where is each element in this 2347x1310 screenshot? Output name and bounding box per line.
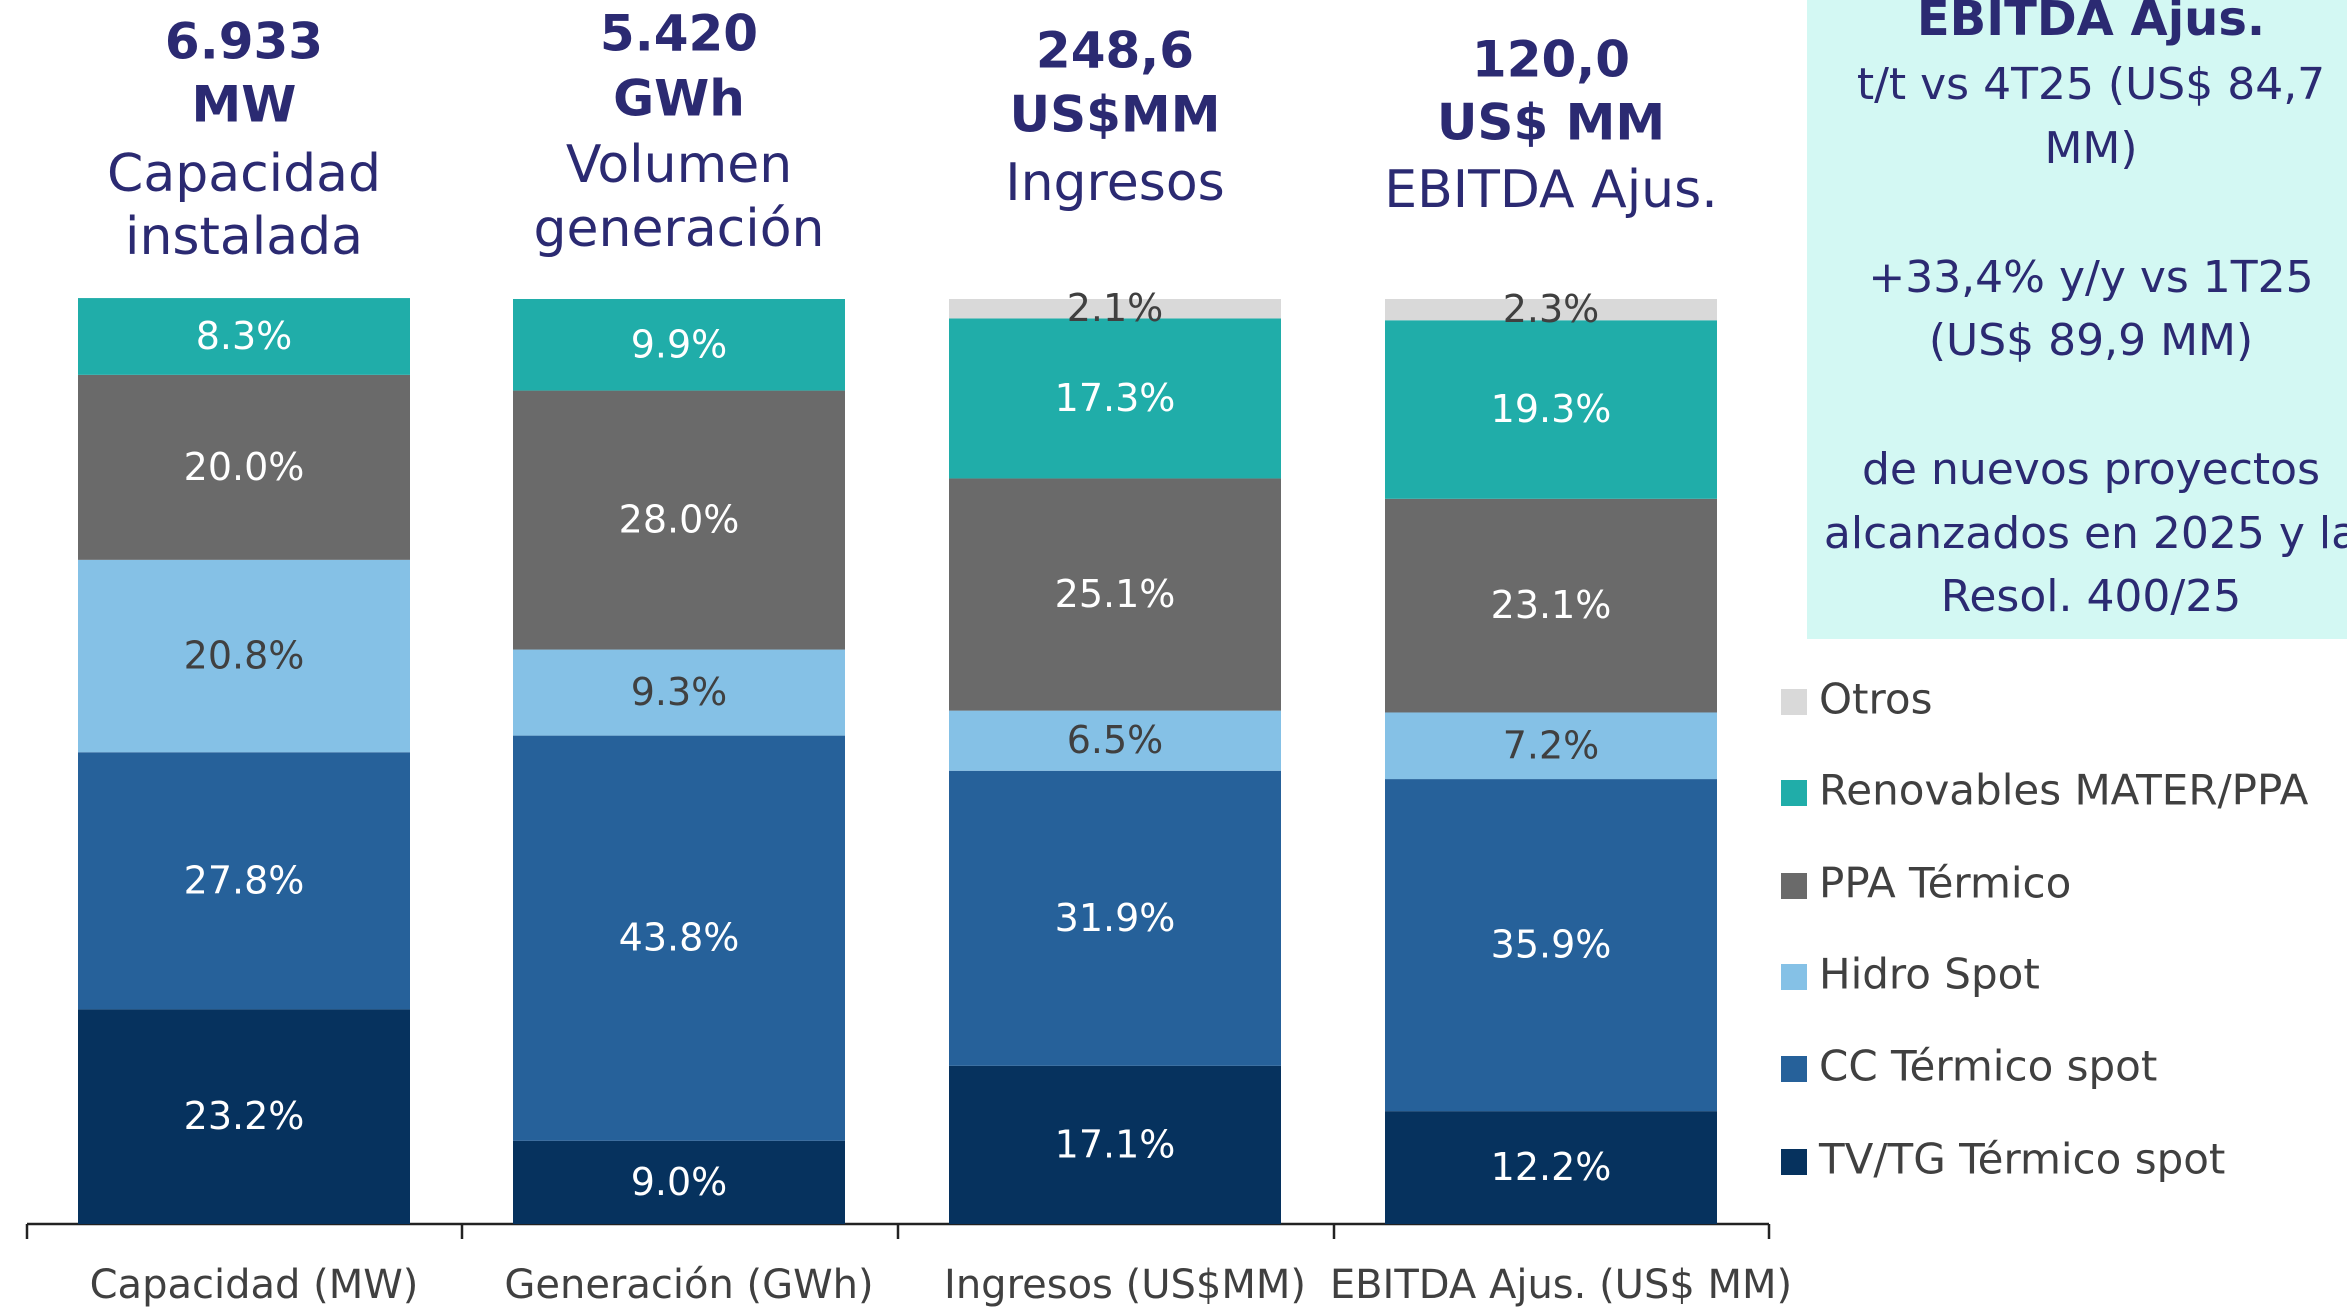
header-value: 120,0	[1472, 31, 1630, 89]
panel-text: de nuevos proyectos	[1862, 444, 2320, 495]
panel-text: +33,4% y/y vs 1T25	[1868, 252, 2313, 303]
value-label: 43.8%	[619, 916, 740, 960]
value-label: 20.8%	[184, 634, 305, 678]
value-label: 17.1%	[1055, 1122, 1176, 1166]
panel-text: MM)	[2044, 123, 2137, 174]
bar-segment	[1385, 712, 1717, 780]
legend-label: Hidro Spot	[1819, 950, 2040, 999]
panel-text: alcanzados en 2025 y la	[1824, 508, 2347, 559]
value-label: 20.0%	[184, 445, 305, 489]
value-label: 35.9%	[1491, 923, 1612, 967]
header-label: EBITDA Ajus.	[1384, 160, 1717, 220]
panel-text: EBITDA Ajus.	[1917, 0, 2265, 47]
x-tick-label: Ingresos (US$MM)	[944, 1262, 1306, 1308]
legend-swatch	[1781, 873, 1807, 899]
legend-label: CC Térmico spot	[1819, 1042, 2157, 1091]
bar-segment	[949, 770, 1281, 1066]
x-tick-label: EBITDA Ajus. (US$ MM)	[1330, 1262, 1792, 1308]
value-label: 31.9%	[1055, 896, 1176, 940]
header-value: 248,6	[1036, 22, 1194, 80]
value-label: 23.1%	[1491, 583, 1612, 627]
value-label: 23.2%	[184, 1094, 305, 1138]
bar-segment	[78, 298, 410, 375]
x-tick-label: Capacidad (MW)	[90, 1262, 419, 1308]
value-label: 2.3%	[1503, 287, 1600, 331]
bar-segment	[513, 735, 845, 1141]
value-label: 28.0%	[619, 498, 740, 542]
legend-label: Otros	[1819, 675, 1932, 724]
bar-segment	[1385, 299, 1717, 321]
value-label: 19.3%	[1491, 387, 1612, 431]
legend-swatch	[1781, 964, 1807, 990]
legend-swatch	[1781, 1149, 1807, 1175]
header-unit: GWh	[613, 70, 745, 128]
value-label: 27.8%	[184, 858, 305, 902]
header-label: Capacidad	[107, 144, 381, 204]
header-value: 5.420	[600, 5, 758, 63]
bar-segment	[949, 1065, 1281, 1224]
bar-segment	[949, 318, 1281, 479]
header-value: 6.933	[165, 13, 323, 71]
panel-text: Resol. 400/25	[1941, 571, 2242, 622]
legend-label: Renovables MATER/PPA	[1819, 766, 2309, 815]
header-unit: US$ MM	[1437, 94, 1665, 152]
value-label: 9.0%	[631, 1160, 728, 1204]
value-label: 7.2%	[1503, 723, 1600, 767]
panel-text: (US$ 89,9 MM)	[1929, 315, 2253, 366]
bar-segment	[78, 559, 410, 753]
bar-segment	[78, 752, 410, 1010]
header-label: instalada	[125, 207, 363, 267]
bar-segment	[513, 299, 845, 391]
header-label: generación	[533, 199, 824, 259]
bar-segment	[513, 390, 845, 650]
x-tick-label: Generación (GWh)	[504, 1262, 873, 1308]
bar-segment	[1385, 779, 1717, 1112]
legend-swatch	[1781, 689, 1807, 715]
bar-segment	[949, 478, 1281, 711]
header-label: Ingresos	[1005, 153, 1225, 213]
value-label: 25.1%	[1055, 572, 1176, 616]
value-label: 8.3%	[196, 314, 293, 358]
header-label: Volumen	[566, 135, 792, 195]
bar-segment	[1385, 498, 1717, 713]
info-panel	[1807, 0, 2347, 639]
value-label: 12.2%	[1491, 1145, 1612, 1189]
bar-segment	[78, 1009, 410, 1224]
value-label: 9.3%	[631, 670, 728, 714]
panel-text: t/t vs 4T25 (US$ 84,7	[1857, 59, 2325, 110]
legend-swatch	[1781, 1056, 1807, 1082]
value-label: 9.9%	[631, 322, 728, 366]
value-label: 17.3%	[1055, 376, 1176, 420]
legend-label: TV/TG Térmico spot	[1818, 1135, 2225, 1184]
header-unit: US$MM	[1010, 86, 1221, 144]
bar-segment	[78, 374, 410, 560]
bar-segment	[949, 299, 1281, 319]
legend-swatch	[1781, 780, 1807, 806]
bar-segment	[513, 1140, 845, 1224]
value-label: 6.5%	[1067, 718, 1164, 762]
header-unit: MW	[192, 76, 297, 134]
bar-segment	[949, 710, 1281, 771]
legend-label: PPA Térmico	[1819, 859, 2071, 908]
bar-segment	[513, 649, 845, 736]
bar-segment	[1385, 320, 1717, 499]
value-label: 2.1%	[1067, 286, 1164, 330]
bar-segment	[1385, 1111, 1717, 1224]
